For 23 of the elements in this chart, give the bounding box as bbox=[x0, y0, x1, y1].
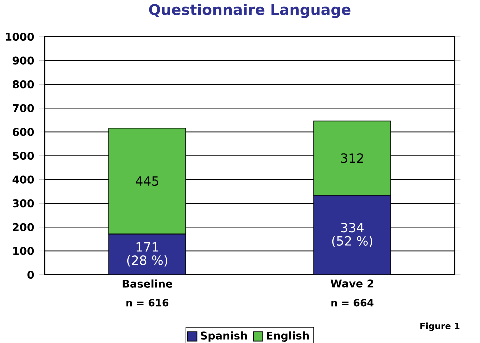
data-label: 334 (52 %) bbox=[332, 223, 373, 248]
y-tick-label: 700 bbox=[13, 104, 34, 112]
text: n = 616 bbox=[126, 299, 169, 307]
chart-title: Questionnaire Language bbox=[149, 4, 351, 18]
y-tick-label: 300 bbox=[13, 200, 34, 208]
y-tick-label: 900 bbox=[12, 56, 34, 65]
y-tick-label: 1000 bbox=[6, 32, 34, 42]
legend-label: English bbox=[267, 332, 310, 342]
caption: Figure 1 bbox=[420, 322, 460, 332]
y-tick-label: 0 bbox=[28, 270, 34, 280]
data-label: 171 (28 %) bbox=[127, 242, 168, 267]
data-label: 445 bbox=[136, 176, 158, 186]
y-tick-label: 500 bbox=[13, 152, 34, 160]
y-tick-label: 400 bbox=[12, 176, 34, 184]
data-label: 312 bbox=[341, 154, 364, 164]
x-tick-label: Baseline bbox=[122, 280, 173, 288]
y-tick-label: 600 bbox=[13, 128, 34, 136]
y-tick-label: 200 bbox=[13, 223, 34, 232]
y-tick-label: 800 bbox=[12, 80, 34, 89]
x-tick-label: Wave 2 bbox=[330, 280, 374, 288]
legend-label: Spanish bbox=[201, 332, 248, 342]
y-tick-label: 100 bbox=[14, 247, 34, 256]
text: n = 664 bbox=[332, 299, 374, 307]
